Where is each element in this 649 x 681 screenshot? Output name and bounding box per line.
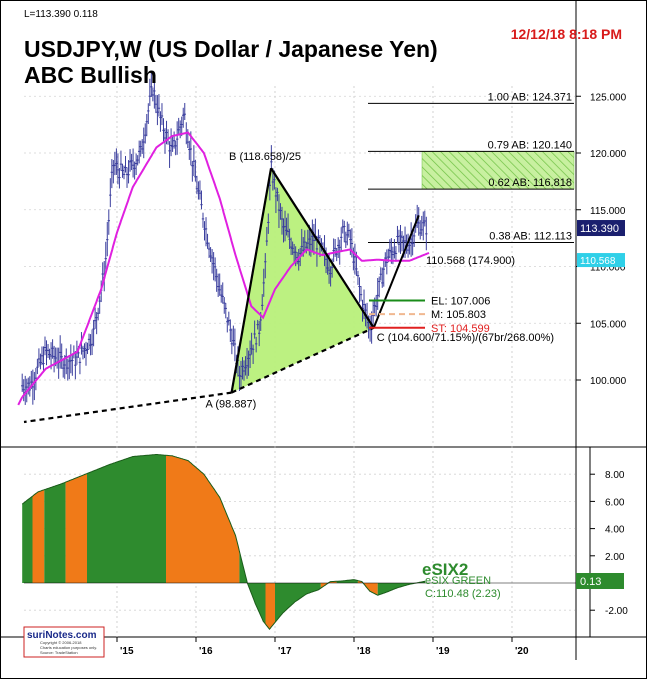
quote-readout: L=113.390 0.118 (24, 9, 98, 20)
timestamp: 12/12/18 8:18 PM (511, 26, 622, 42)
osc-area-segment (265, 583, 275, 630)
y-tick-label: 125.000 (590, 92, 627, 103)
abc-triangle-fill (231, 168, 374, 393)
ma-badge-label: 110.568 (580, 256, 616, 267)
projection-line (372, 215, 420, 329)
brand-logo: suriNotes.com Copyright © 2006-2018 Char… (23, 626, 105, 658)
osc-area-segment (357, 580, 378, 596)
x-tick-label: '16 (199, 646, 213, 657)
osc-tick-label: 4.00 (605, 525, 625, 536)
y-tick-label: 115.000 (590, 206, 626, 217)
ab-leg (230, 168, 273, 393)
osc-area-segment (166, 455, 240, 583)
ac-trend-extension (23, 391, 232, 424)
price-panel: 1.00 AB: 124.371 0.79 AB: 120.140 0.62 AB:… (17, 71, 575, 406)
osc-area-segment (87, 454, 166, 583)
osc-tick-label: 6.00 (605, 497, 625, 508)
x-tick-label: '19 (436, 646, 450, 657)
osc-area-segment (22, 496, 33, 583)
fib-level-label: 0.62 AB: 116.818 (488, 177, 572, 189)
x-tick-label: '15 (120, 646, 134, 657)
osc-reading: C:110.48 (2.23) (425, 588, 501, 600)
x-tick-label: '18 (357, 646, 371, 657)
candles-group (21, 71, 428, 405)
ma-annotation: 110.568 (174.900) (426, 255, 515, 267)
osc-value-label: 0.13 (580, 576, 601, 588)
osc-tick-label: 2.00 (605, 552, 625, 563)
annotation-layer: EL: 107.006 M: 105.803 ST: 104.599 A (98.88… (23, 151, 625, 424)
osc-tick-label: -2.00 (605, 606, 628, 617)
price-badge (577, 220, 625, 237)
entry-label: M: 105.803 (431, 309, 486, 321)
y-tick-label: 100.000 (590, 376, 627, 387)
osc-outline (21, 454, 426, 630)
moving-average-line (21, 131, 430, 398)
bc-leg (270, 167, 375, 329)
point-c-label: C (104.600/71.15%)/(67br/268.00%) (377, 332, 554, 344)
ma-badge (577, 253, 625, 268)
osc-tick-label: 8.00 (605, 470, 625, 481)
y-tick-label: 105.000 (590, 319, 627, 330)
x-tick-label: '17 (278, 646, 292, 657)
point-a-label: A (98.887) (206, 399, 257, 411)
osc-area-segment (32, 489, 45, 583)
fib-level-label: 0.38 AB: 112.113 (489, 231, 572, 243)
osc-series-name: eSIX GREEN (425, 575, 491, 587)
price-badge-label: 113.390 (580, 223, 619, 235)
entry-label: ST: 104.599 (431, 323, 490, 335)
brand-name: suriNotes.com (27, 630, 97, 641)
osc-area-segment (336, 579, 358, 583)
ac-leg (231, 326, 375, 394)
fib-level-label: 1.00 AB: 124.371 (488, 91, 572, 103)
chart-title: USDJPY,W (US Dollar / Japanese Yen) (24, 36, 438, 62)
osc-area-segment (239, 551, 266, 625)
osc-value-badge (576, 573, 624, 589)
target-zone (421, 151, 575, 190)
osc-area-segment (44, 482, 66, 583)
osc-area-segment (65, 473, 87, 583)
y-tick-label: 110.000 (590, 263, 626, 274)
fib-level-label: 0.79 AB: 120.140 (488, 139, 572, 151)
y-tick-label: 120.000 (590, 149, 627, 160)
point-b-label: B (118.658)/25 (229, 151, 301, 163)
x-tick-label: '20 (515, 646, 529, 657)
osc-label: eSIX2 (422, 560, 468, 579)
osc-area-segment (377, 581, 426, 596)
moving-average-start (17, 396, 24, 406)
entry-label: EL: 107.006 (431, 295, 490, 307)
osc-area-segment (275, 583, 321, 623)
brand-copyright: Copyright © 2006-2018 Charts education p… (40, 640, 98, 655)
chart-subtitle: ABC Bullish (24, 62, 157, 88)
